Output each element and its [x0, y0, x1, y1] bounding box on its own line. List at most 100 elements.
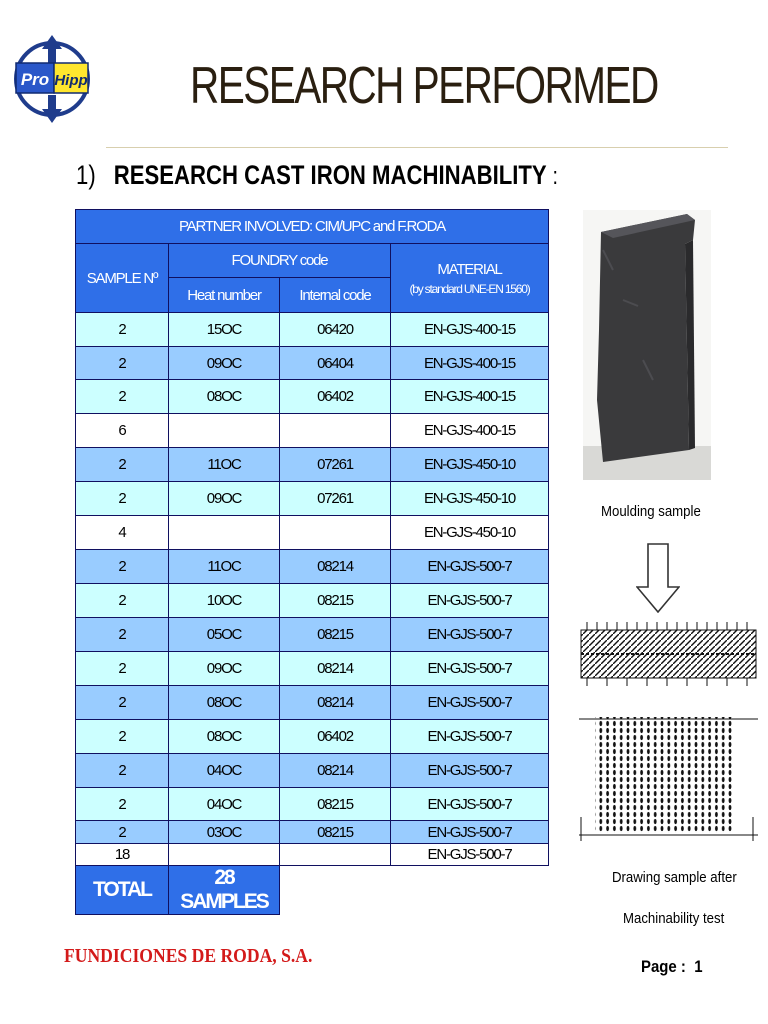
internal-code-cell: 06402 — [279, 379, 391, 414]
material-cell: EN-GJS-500-7 — [390, 753, 549, 788]
heat-number-cell: 15OC — [168, 312, 280, 347]
table-row: 2 09OC 06404 EN-GJS-400-15 — [75, 346, 549, 380]
heat-number-cell: 04OC — [168, 753, 280, 788]
title-divider — [106, 147, 728, 148]
sample-cell: 2 — [75, 481, 169, 516]
page-indicator: Page : 1 — [641, 957, 703, 977]
research-table: PARTNER INVOLVED: CIM/UPC and F.RODA SAM… — [75, 209, 549, 915]
sample-cell: 2 — [75, 312, 169, 347]
internal-code-cell: 08215 — [279, 787, 391, 821]
heat-number-cell — [168, 515, 280, 550]
table-row: 2 03OC 08215 EN-GJS-500-7 — [75, 820, 549, 844]
internal-code-cell: 07261 — [279, 447, 391, 482]
drawing-sample-caption-line1: Drawing sample after — [612, 869, 737, 886]
material-header-label: MATERIAL — [437, 260, 503, 278]
internal-code-cell: 08215 — [279, 820, 391, 844]
sample-cell: 2 — [75, 549, 169, 584]
material-header: MATERIAL (by standard UNE-EN 1560) — [390, 243, 549, 313]
section-title: RESEARCH CAST IRON MACHINABILITY — [113, 160, 547, 190]
table-row: 2 04OC 08214 EN-GJS-500-7 — [75, 753, 549, 788]
sample-cell: 2 — [75, 820, 169, 844]
table-row: 2 09OC 08214 EN-GJS-500-7 — [75, 651, 549, 686]
total-value: 28 SAMPLES — [168, 865, 280, 915]
material-cell: EN-GJS-450-10 — [390, 515, 549, 550]
down-arrow-icon — [636, 543, 680, 613]
company-name: FUNDICIONES DE RODA, S.A. — [64, 945, 313, 967]
material-cell: EN-GJS-400-15 — [390, 413, 549, 448]
internal-code-cell: 08214 — [279, 685, 391, 720]
logo-text-pro: Pro — [21, 70, 49, 89]
internal-code-cell: 08215 — [279, 617, 391, 652]
page-title: RESEARCH PERFORMED — [190, 57, 659, 115]
sample-cell: 4 — [75, 515, 169, 550]
heat-number-cell: 10OC — [168, 583, 280, 618]
sample-cell: 2 — [75, 379, 169, 414]
material-cell: EN-GJS-500-7 — [390, 685, 549, 720]
internal-code-cell — [279, 413, 391, 448]
table-row: 2 08OC 06402 EN-GJS-500-7 — [75, 719, 549, 754]
section-heading: 1) RESEARCH CAST IRON MACHINABILITY : — [76, 160, 558, 191]
page-number: 1 — [694, 957, 703, 976]
material-cell: EN-GJS-450-10 — [390, 481, 549, 516]
material-cell: EN-GJS-500-7 — [390, 820, 549, 844]
heat-number-cell: 08OC — [168, 379, 280, 414]
internal-code-cell: 06420 — [279, 312, 391, 347]
sample-cell: 2 — [75, 583, 169, 618]
heat-number-cell: 03OC — [168, 820, 280, 844]
material-cell: EN-GJS-500-7 — [390, 787, 549, 821]
drawing-sample-caption-line2: Machinability test — [623, 910, 725, 927]
internal-code-cell: 08214 — [279, 549, 391, 584]
section-number: 1) — [76, 160, 96, 190]
sample-cell: 2 — [75, 685, 169, 720]
sample-header: SAMPLE Nº — [75, 243, 169, 313]
foundry-header: FOUNDRY code — [168, 243, 391, 278]
internal-code-cell: 06402 — [279, 719, 391, 754]
heat-number-cell: 11OC — [168, 549, 280, 584]
heat-number-cell: 05OC — [168, 617, 280, 652]
sample-cell: 2 — [75, 617, 169, 652]
sample-cell: 2 — [75, 447, 169, 482]
heat-number-cell: 08OC — [168, 685, 280, 720]
material-cell: EN-GJS-500-7 — [390, 583, 549, 618]
table-row: 2 08OC 08214 EN-GJS-500-7 — [75, 685, 549, 720]
table-row: 2 09OC 07261 EN-GJS-450-10 — [75, 481, 549, 516]
material-cell: EN-GJS-500-7 — [390, 719, 549, 754]
drilled-sample-diagram — [577, 713, 760, 841]
internal-code-cell: 08214 — [279, 753, 391, 788]
moulding-sample-photo — [583, 210, 711, 480]
material-cell: EN-GJS-500-7 — [390, 651, 549, 686]
moulding-sample-caption: Moulding sample — [601, 503, 701, 520]
sample-cell: 2 — [75, 787, 169, 821]
internal-code-cell: 07261 — [279, 481, 391, 516]
table-row: 4 EN-GJS-450-10 — [75, 515, 549, 550]
page-label: Page : — [641, 957, 686, 976]
heat-number-header: Heat number — [168, 277, 280, 313]
internal-code-cell: 08214 — [279, 651, 391, 686]
table-row: 2 11OC 08214 EN-GJS-500-7 — [75, 549, 549, 584]
material-cell: EN-GJS-450-10 — [390, 447, 549, 482]
material-cell: EN-GJS-400-15 — [390, 312, 549, 347]
heat-number-cell: 09OC — [168, 346, 280, 380]
internal-code-cell: 08215 — [279, 583, 391, 618]
section-colon: : — [552, 163, 558, 190]
internal-code-cell — [279, 515, 391, 550]
material-cell: EN-GJS-400-15 — [390, 346, 549, 380]
table-row: 6 EN-GJS-400-15 — [75, 413, 549, 448]
table-row: 2 04OC 08215 EN-GJS-500-7 — [75, 787, 549, 821]
material-header-note: (by standard UNE-EN 1560) — [409, 281, 530, 296]
table-row: 2 11OC 07261 EN-GJS-450-10 — [75, 447, 549, 482]
partner-header: PARTNER INVOLVED: CIM/UPC and F.RODA — [75, 209, 549, 244]
heat-number-cell: 08OC — [168, 719, 280, 754]
heat-number-cell: 09OC — [168, 651, 280, 686]
sample-cell: 2 — [75, 346, 169, 380]
prohipp-logo: Pro Hipp — [14, 35, 90, 123]
table-row: 2 08OC 06402 EN-GJS-400-15 — [75, 379, 549, 414]
sample-cell: 2 — [75, 753, 169, 788]
material-cell: EN-GJS-400-15 — [390, 379, 549, 414]
sample-cell: 18 — [75, 843, 169, 866]
machined-sample-diagram — [577, 622, 760, 686]
sample-cell: 6 — [75, 413, 169, 448]
material-cell: EN-GJS-500-7 — [390, 843, 549, 866]
table-row: 2 10OC 08215 EN-GJS-500-7 — [75, 583, 549, 618]
heat-number-cell: 09OC — [168, 481, 280, 516]
